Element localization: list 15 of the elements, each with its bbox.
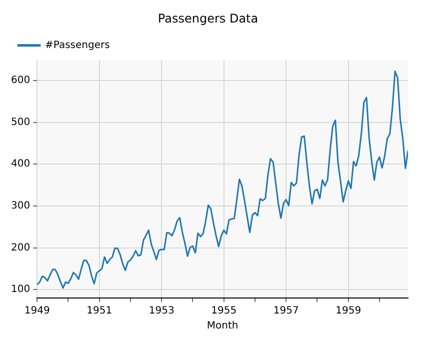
x-tick-label: 1953 [148, 306, 174, 317]
x-tick-label: 1951 [86, 306, 112, 317]
x-tick-label: 1957 [273, 306, 299, 317]
y-tick-label: 600 [10, 75, 30, 86]
x-tick-label: 1959 [336, 306, 362, 317]
chart-title: Passengers Data [158, 11, 258, 26]
x-axis-title: Month [206, 320, 238, 332]
y-tick-label: 100 [10, 284, 30, 296]
y-tick-label: 300 [10, 200, 30, 212]
x-tick-label: 1949 [24, 306, 50, 317]
y-tick-label: 500 [10, 116, 30, 128]
legend-label: #Passengers [45, 40, 110, 51]
x-tick-label: 1955 [211, 306, 237, 317]
y-tick-label: 200 [10, 242, 30, 254]
y-tick-label: 400 [10, 158, 30, 170]
